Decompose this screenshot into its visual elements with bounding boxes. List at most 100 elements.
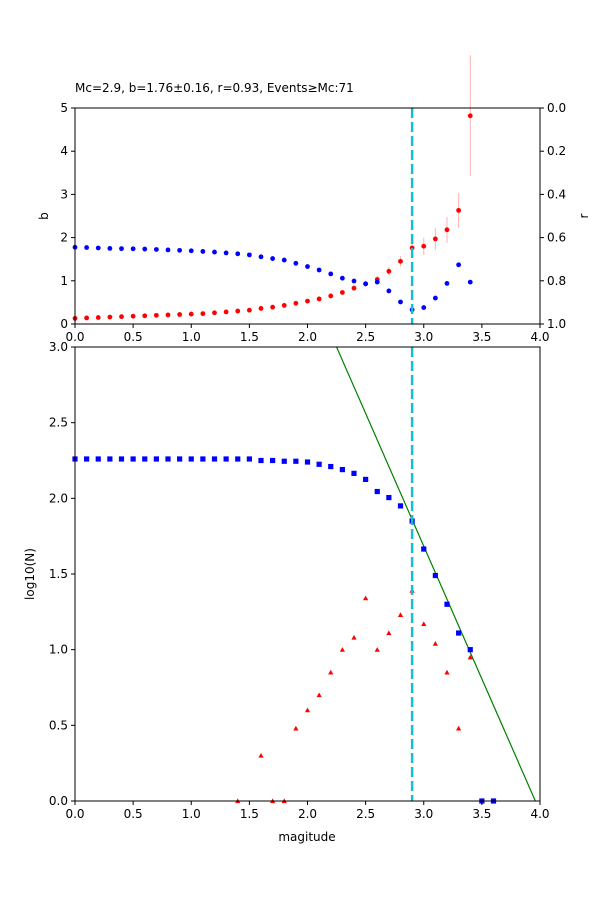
cumulative-point: [374, 488, 380, 495]
top-y-tick-label: 4: [60, 144, 68, 158]
top-y-ticks: 0 1 2 3 4 5: [60, 101, 75, 331]
b-point: [281, 303, 287, 308]
b-point: [177, 312, 183, 317]
cumulative-point: [118, 456, 125, 462]
b-point: [107, 314, 113, 320]
b-point: [351, 285, 357, 291]
r-point: [270, 256, 276, 261]
top-y-tick-label: 2: [60, 231, 68, 245]
cumulative-point: [363, 476, 369, 483]
b-point: [305, 298, 310, 304]
r-point: [467, 279, 473, 285]
r-point: [223, 250, 229, 256]
top-x-tick-label: 1.5: [240, 330, 259, 344]
bottom-x-tick-label: 4.0: [530, 807, 549, 821]
bottom-x-tick-label: 1.5: [240, 807, 259, 821]
cumulative-point: [316, 461, 322, 467]
b-point: [339, 290, 345, 295]
cumulative-point: [339, 466, 345, 473]
cumulative-point: [165, 456, 171, 462]
noncumulative-point: [363, 595, 369, 601]
cumulative-point: [142, 456, 148, 462]
cumulative-series: [72, 456, 497, 804]
bottom-y-tick-label: 2.0: [49, 491, 68, 505]
noncumulative-point: [432, 641, 438, 646]
b-point: [153, 312, 159, 318]
r-point: [258, 254, 264, 260]
r-point: [130, 246, 136, 252]
top-y-tick-label: 5: [60, 101, 68, 115]
top-x-tick-label: 1.0: [182, 330, 201, 344]
top-ylabel: b: [37, 212, 51, 220]
r-point: [165, 247, 171, 253]
cumulative-point: [397, 503, 404, 509]
bottom-x-tick-label: 2.0: [298, 807, 317, 821]
bottom-y-tick-label: 1.0: [49, 643, 68, 657]
bottom-y-tick-label: 3.0: [49, 340, 68, 354]
bottom-x-tick-label: 3.5: [472, 807, 491, 821]
top-x-ticks: 0.0 0.5 1.0 1.5 2.0 2.5 3.0 3.5 4.0: [65, 324, 550, 344]
cumulative-point: [235, 456, 241, 462]
r-point: [84, 245, 90, 250]
cumulative-point: [84, 456, 90, 462]
bottom-x-tick-label: 2.5: [356, 807, 375, 821]
top-x-tick-label: 4.0: [530, 330, 549, 344]
b-point: [432, 236, 438, 242]
b-point: [316, 296, 322, 302]
cumulative-point: [200, 456, 206, 462]
r-point: [444, 280, 450, 286]
cumulative-point: [223, 456, 229, 462]
r-point: [386, 288, 392, 294]
r-point: [153, 247, 159, 252]
r-point: [339, 275, 345, 281]
noncumulative-point: [316, 692, 322, 698]
b-point: [223, 309, 229, 315]
cumulative-point: [467, 647, 473, 653]
b-point: [142, 313, 148, 319]
bottom-y-ticks: 0.0 0.5 1.0 1.5 2.0 2.5 3.0: [49, 340, 75, 808]
top-right-y-tick-label: 0.2: [547, 144, 566, 158]
b-point: [293, 300, 299, 306]
top-y-tick-label: 0: [60, 317, 68, 331]
noncumulative-point: [304, 707, 311, 713]
r-point: [246, 252, 252, 258]
r-point: [305, 264, 310, 269]
cumulative-point: [351, 470, 357, 476]
top-x-tick-label: 0.5: [124, 330, 143, 344]
bottom-y-tick-label: 1.5: [49, 567, 68, 581]
r-point: [351, 278, 357, 284]
top-y-tick-label: 1: [60, 274, 68, 288]
top-right-y-tick-label: 0.4: [547, 187, 566, 201]
r-point: [432, 295, 438, 301]
top-x-tick-label: 3.5: [472, 330, 491, 344]
bottom-x-tick-label: 1.0: [182, 807, 201, 821]
top-y-tick-label: 3: [60, 187, 68, 201]
top-panel: Mc=2.9, b=1.76±0.16, r=0.93, Events≥Mc:7…: [37, 55, 591, 344]
r-point: [328, 271, 334, 277]
bottom-y-tick-label: 0.0: [49, 794, 68, 808]
b-point: [421, 243, 427, 249]
noncumulative-point: [444, 669, 450, 675]
cumulative-point: [188, 456, 194, 462]
b-point: [212, 310, 217, 316]
top-x-tick-label: 2.0: [298, 330, 317, 344]
b-point: [398, 258, 403, 264]
r-point: [235, 251, 241, 257]
cumulative-point: [444, 601, 450, 607]
b-point: [386, 268, 392, 274]
cumulative-point: [246, 456, 252, 462]
top-x-tick-label: 0.0: [65, 330, 84, 344]
b-point: [200, 311, 206, 317]
bottom-x-tick-label: 0.5: [124, 807, 143, 821]
b-point: [130, 313, 136, 319]
r-point: [456, 262, 462, 268]
bottom-ylabel: log10(N): [23, 548, 37, 600]
noncumulative-point: [293, 725, 299, 731]
bottom-x-ticks: 0.0 0.5 1.0 1.5 2.0 2.5 3.0 3.5 4.0: [65, 801, 550, 821]
b-point: [467, 113, 473, 119]
r-point: [363, 281, 369, 287]
cumulative-point: [211, 456, 218, 462]
cumulative-point: [386, 494, 392, 501]
top-b-series: [72, 113, 473, 321]
cumulative-point: [456, 630, 462, 636]
